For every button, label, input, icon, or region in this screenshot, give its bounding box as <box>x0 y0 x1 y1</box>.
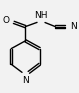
Text: NH: NH <box>34 11 48 20</box>
Text: N: N <box>22 76 29 85</box>
Text: O: O <box>2 16 9 25</box>
Text: N: N <box>70 22 77 31</box>
